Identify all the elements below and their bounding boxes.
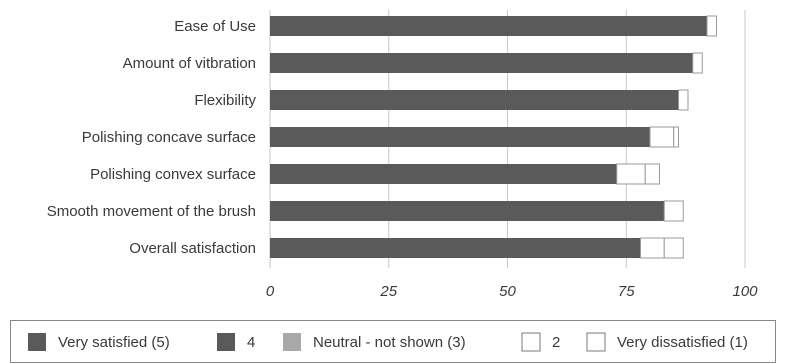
- category-label-0: Ease of Use: [174, 18, 256, 35]
- category-label-2: Flexibility: [194, 92, 256, 109]
- bar-3-series-4: [673, 126, 679, 148]
- bar-5-series-0: [270, 201, 665, 221]
- x-tick-label-2: 50: [499, 283, 516, 300]
- category-label-1: Amount of vitbration: [123, 55, 256, 72]
- category-label-3: Polishing concave surface: [82, 129, 256, 146]
- legend-swatch-4: [586, 332, 606, 352]
- x-tick-label-1: 25: [379, 283, 397, 300]
- legend-swatch-2: [283, 333, 301, 351]
- category-label-5: Smooth movement of the brush: [47, 203, 256, 220]
- bar-1-series-4: [692, 52, 703, 74]
- x-tick-label-4: 100: [732, 283, 758, 300]
- bar-6-series-3: [640, 237, 665, 259]
- bar-1-series-0: [270, 53, 693, 73]
- bar-2-series-0: [270, 90, 679, 110]
- legend-label-4: Very dissatisfied (1): [617, 334, 748, 351]
- x-tick-label-3: 75: [618, 283, 635, 300]
- category-label-4: Polishing convex surface: [90, 166, 256, 183]
- category-labels: Ease of Use Amount of vitbration Flexibili…: [47, 18, 257, 257]
- legend-swatch-3: [521, 332, 541, 352]
- bar-0-series-4: [706, 15, 717, 37]
- legend-swatch-0: [28, 333, 46, 351]
- bar-6-series-0: [270, 238, 641, 258]
- legend: Very satisfied (5) 4 Neutral - not shown (…: [10, 320, 776, 363]
- bar-0-series-0: [270, 16, 707, 36]
- legend-swatch-1: [217, 333, 235, 351]
- bar-5-series-4: [663, 200, 684, 222]
- legend-label-3: 2: [552, 334, 560, 351]
- bar-3-series-3: [649, 126, 675, 148]
- bar-4-series-0: [270, 164, 617, 184]
- legend-label-1: 4: [247, 334, 255, 351]
- x-axis-tick-labels: 0 25 50 75 100: [266, 283, 758, 300]
- legend-label-2: Neutral - not shown (3): [313, 334, 466, 351]
- bar-6-series-4: [663, 237, 684, 259]
- bar-4-series-4: [644, 163, 660, 185]
- legend-label-0: Very satisfied (5): [58, 334, 170, 351]
- bar-4-series-3: [616, 163, 646, 185]
- legend-box: [10, 320, 776, 363]
- x-tick-label-0: 0: [266, 283, 275, 300]
- category-label-6: Overall satisfaction: [129, 240, 256, 257]
- bars: [270, 15, 717, 259]
- bar-3-series-0: [270, 127, 650, 147]
- bar-2-series-4: [678, 89, 689, 111]
